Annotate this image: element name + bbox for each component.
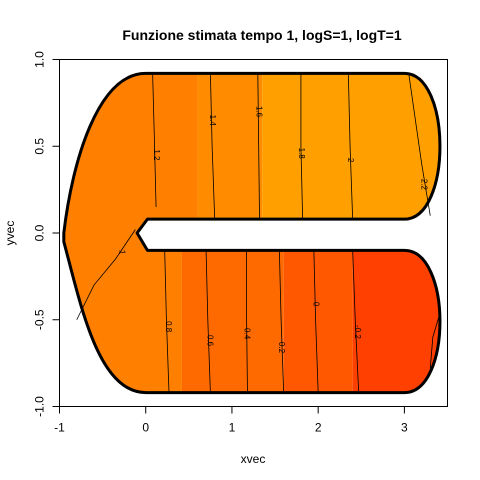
upper-contour-label-2: 1.6 [255,106,264,118]
lower-contour-label-0: 1 [117,250,126,255]
x-tick-label-2: 1 [229,421,236,435]
x-tick-label-4: 3 [401,421,408,435]
y-axis-label: yvec [3,221,17,246]
x-tick-label-1: 0 [142,421,149,435]
lower-contour-label-3: 0.4 [242,328,251,340]
lower-contour-label-2: 0.6 [205,335,214,347]
upper-contour-label-4: 2 [346,158,355,163]
lower-contour-label-4: 0.2 [277,342,286,354]
x-tick-label-0: -1 [54,421,65,435]
lower-band-1 [182,233,284,407]
lower-contour-label-1: 0.8 [164,321,173,333]
upper-band-0 [60,60,198,234]
y-tick-label-0: -1.0 [33,396,47,417]
upper-band-1 [197,60,262,234]
x-axis: -1 0 1 2 3 [54,407,408,435]
lower-contour-label-6: -0.2 [353,325,362,339]
lower-band-0 [60,233,182,407]
y-tick-label-2: 0.0 [33,224,47,241]
upper-contour-label-1: 1.4 [208,115,217,127]
y-tick-label-4: 1.0 [33,51,47,68]
lower-band-2 [284,233,353,407]
chart-title: Funzione stimata tempo 1, logS=1, logT=1 [122,27,401,43]
upper-band-2 [262,60,447,234]
upper-contour-label-0: 1.2 [152,149,161,161]
y-axis: -1.0 -0.5 0.0 0.5 1.0 [33,51,60,417]
lower-band-3 [353,233,448,407]
x-axis-label: xvec [241,452,266,466]
color-fill-layer [60,60,448,407]
upper-contour-label-3: 1.8 [297,148,306,160]
lower-contour-label-5: 0 [311,302,320,307]
upper-contour-label-5: 2.2 [419,179,428,191]
x-tick-label-3: 2 [315,421,322,435]
y-tick-label-3: 0.5 [33,138,47,155]
y-tick-label-1: -0.5 [33,309,47,330]
